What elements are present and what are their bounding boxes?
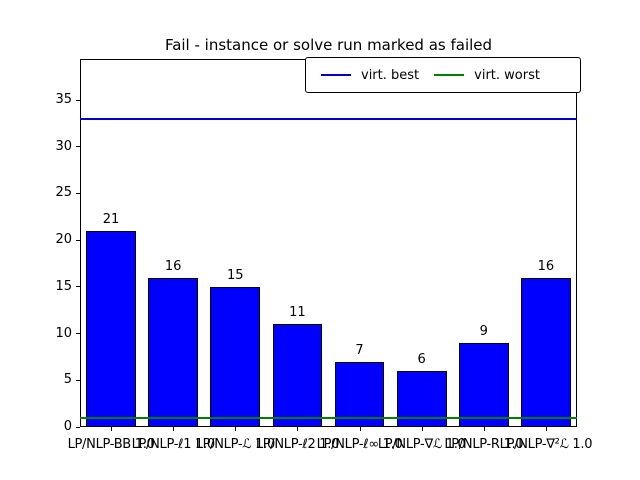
x-tick-mark [421, 427, 423, 431]
y-tick-label: 20 [55, 232, 72, 248]
x-tick-mark [545, 427, 547, 431]
x-tick-label: LP/NLP-∇ℒ 1.0 [377, 437, 466, 452]
bar [148, 277, 199, 427]
legend: virt. best virt. worst [305, 57, 581, 93]
x-tick-label: LP/NLP-ℓ∞ 1.0 [316, 437, 403, 452]
x-tick-mark [111, 427, 113, 431]
legend-item: virt. worst [434, 68, 540, 83]
legend-item: virt. best [321, 68, 419, 83]
bar [86, 230, 136, 427]
bar [458, 342, 509, 427]
x-tick-mark [235, 427, 237, 431]
bar [334, 361, 385, 427]
x-tick-label: LP/NLP-ℓ1 1.0 [131, 437, 216, 452]
x-tick-mark [297, 427, 299, 431]
bar-value-label: 21 [102, 211, 120, 227]
virt-best-line [80, 117, 577, 120]
bar-value-label: 6 [417, 351, 426, 367]
y-tick-mark [76, 192, 80, 194]
y-tick-label: 0 [63, 419, 72, 434]
y-tick-label: 5 [63, 372, 72, 388]
x-tick-mark [483, 427, 485, 431]
x-tick-mark [359, 427, 361, 431]
x-tick-label: LP/NLP-ℓ2 1.0 [255, 437, 340, 452]
bar-value-label: 11 [289, 305, 306, 321]
legend-label: virt. best [361, 67, 420, 83]
bar-value-label: 7 [355, 342, 364, 358]
y-tick-mark [76, 426, 80, 428]
y-tick-mark [76, 379, 80, 381]
bar [210, 286, 261, 427]
legend-line-sample [321, 74, 351, 76]
chart-title: Fail - instance or solve run marked as f… [164, 36, 493, 54]
legend-line-sample [434, 74, 465, 76]
bar-value-label: 9 [479, 323, 488, 339]
x-tick-label: LP/NLP-BB 1.0 [67, 437, 155, 452]
y-tick-mark [76, 146, 80, 148]
legend-label: virt. worst [474, 67, 540, 83]
y-tick-mark [76, 99, 80, 101]
x-tick-label: LP/NLP-∇²ℒ 1.0 [499, 437, 593, 452]
x-tick-mark [173, 427, 175, 431]
bar [272, 324, 323, 427]
bar-value-label: 16 [164, 258, 182, 274]
y-tick-mark [76, 333, 80, 335]
x-tick-label: LP/NLP-ℒ 1.0 [195, 437, 276, 452]
y-tick-mark [76, 239, 80, 241]
bar-value-label: 16 [537, 258, 555, 274]
y-tick-label: 35 [55, 92, 72, 108]
bar-value-label: 15 [227, 267, 244, 283]
y-tick-label: 15 [55, 278, 72, 294]
y-tick-label: 30 [55, 138, 72, 154]
y-tick-label: 25 [55, 185, 72, 201]
y-tick-label: 10 [55, 325, 72, 341]
x-tick-label: LP/NLP-R 1.0 [444, 437, 524, 452]
bar [521, 277, 571, 427]
virt-worst-line [80, 416, 577, 419]
y-tick-mark [76, 286, 80, 288]
